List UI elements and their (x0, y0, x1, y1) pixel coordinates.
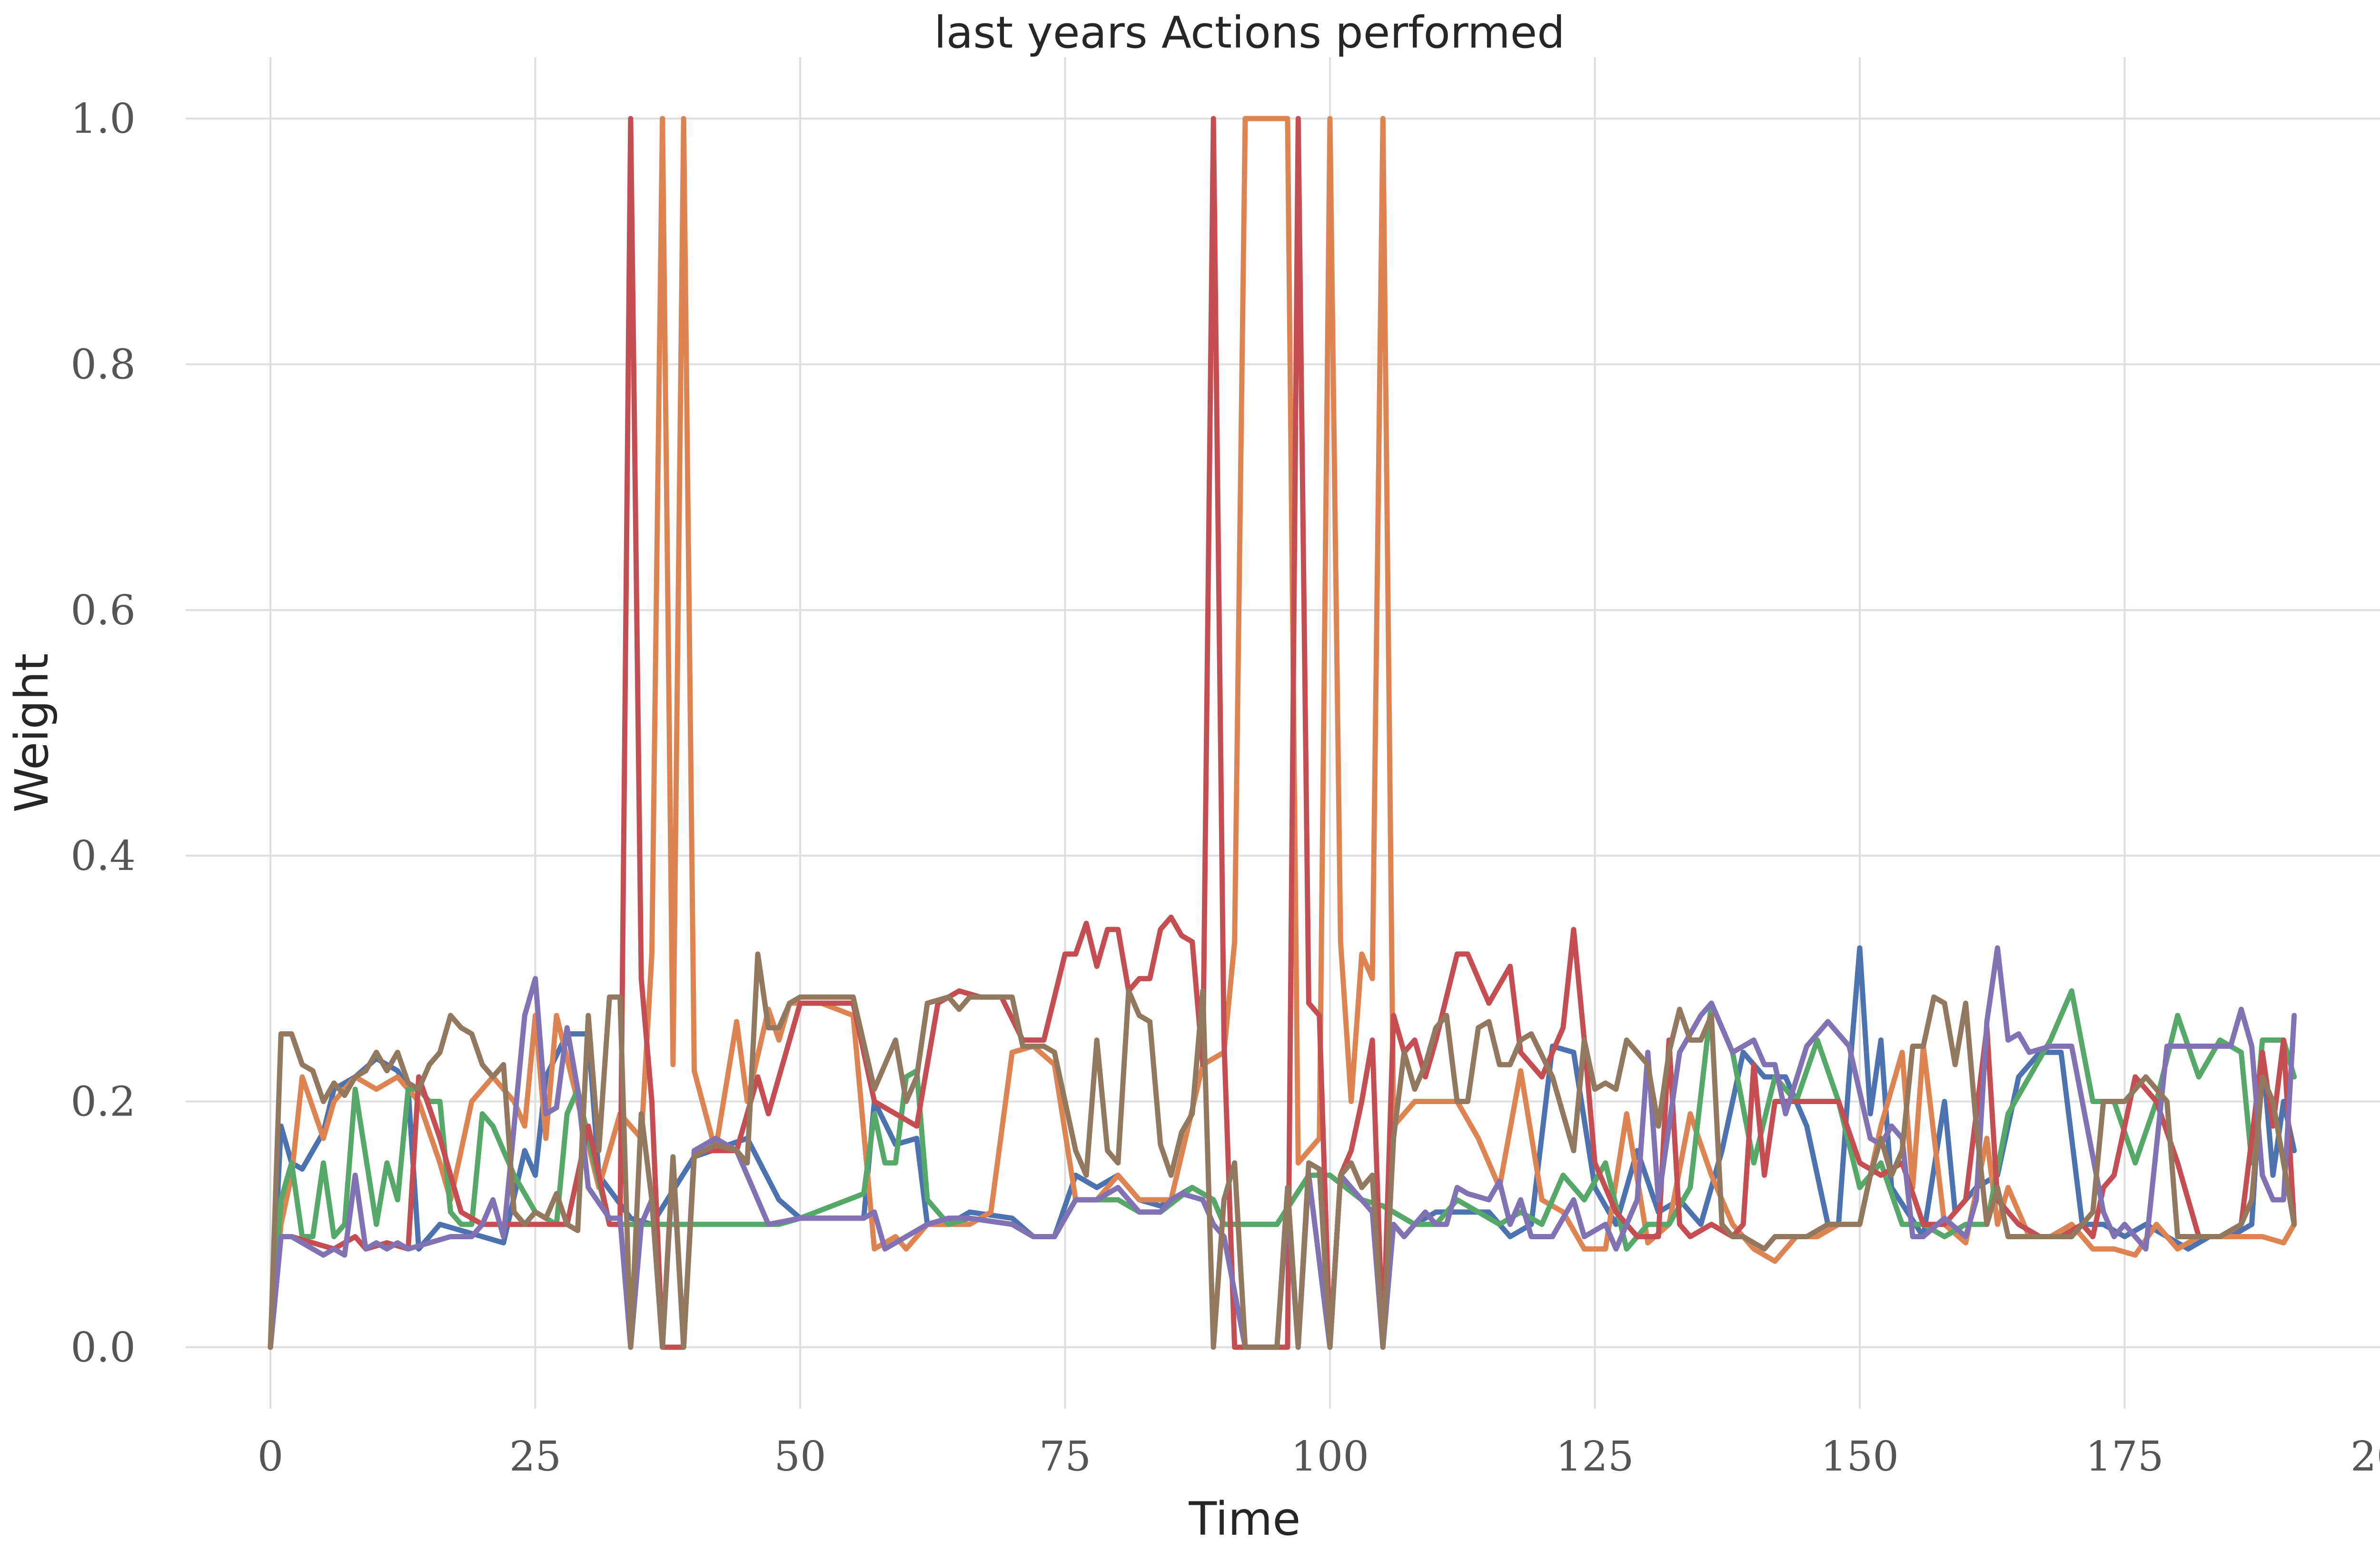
y-tick-label: 0.6 (70, 587, 136, 634)
series-line-4 (268, 116, 2297, 1350)
x-tick-label: 150 (1821, 1433, 1899, 1481)
chart-title: last years Actions performed (934, 7, 1565, 58)
y-tick-label: 0.2 (70, 1078, 136, 1126)
y-tick-label: 0.0 (70, 1324, 136, 1372)
x-tick-label: 200 (2350, 1433, 2380, 1481)
x-tick-label: 50 (774, 1433, 826, 1481)
series-line-2 (268, 116, 2297, 1350)
x-tick-label: 0 (258, 1433, 284, 1481)
y-tick-labels: 0.0 0.2 0.4 0.6 0.8 1.0 (70, 95, 136, 1372)
x-tick-label: 75 (1039, 1433, 1091, 1481)
x-tick-label: 125 (1556, 1433, 1634, 1481)
y-tick-label: 0.8 (70, 341, 136, 388)
y-axis-label: Weight (5, 653, 59, 812)
x-tick-labels: 0 25 50 75 100 125 150 175 200 (258, 1433, 2380, 1481)
x-tick-label: 175 (2085, 1433, 2163, 1481)
series-line-5 (268, 945, 2297, 1350)
series-line-6 (268, 951, 2297, 1350)
x-axis-label: Time (1189, 1492, 1301, 1546)
x-tick-label: 100 (1291, 1433, 1369, 1481)
x-tick-label: 25 (509, 1433, 561, 1481)
series-line-3 (268, 988, 2297, 1350)
y-tick-label: 0.4 (70, 832, 136, 880)
series-group (268, 116, 2297, 1350)
y-tick-label: 1.0 (70, 95, 136, 143)
